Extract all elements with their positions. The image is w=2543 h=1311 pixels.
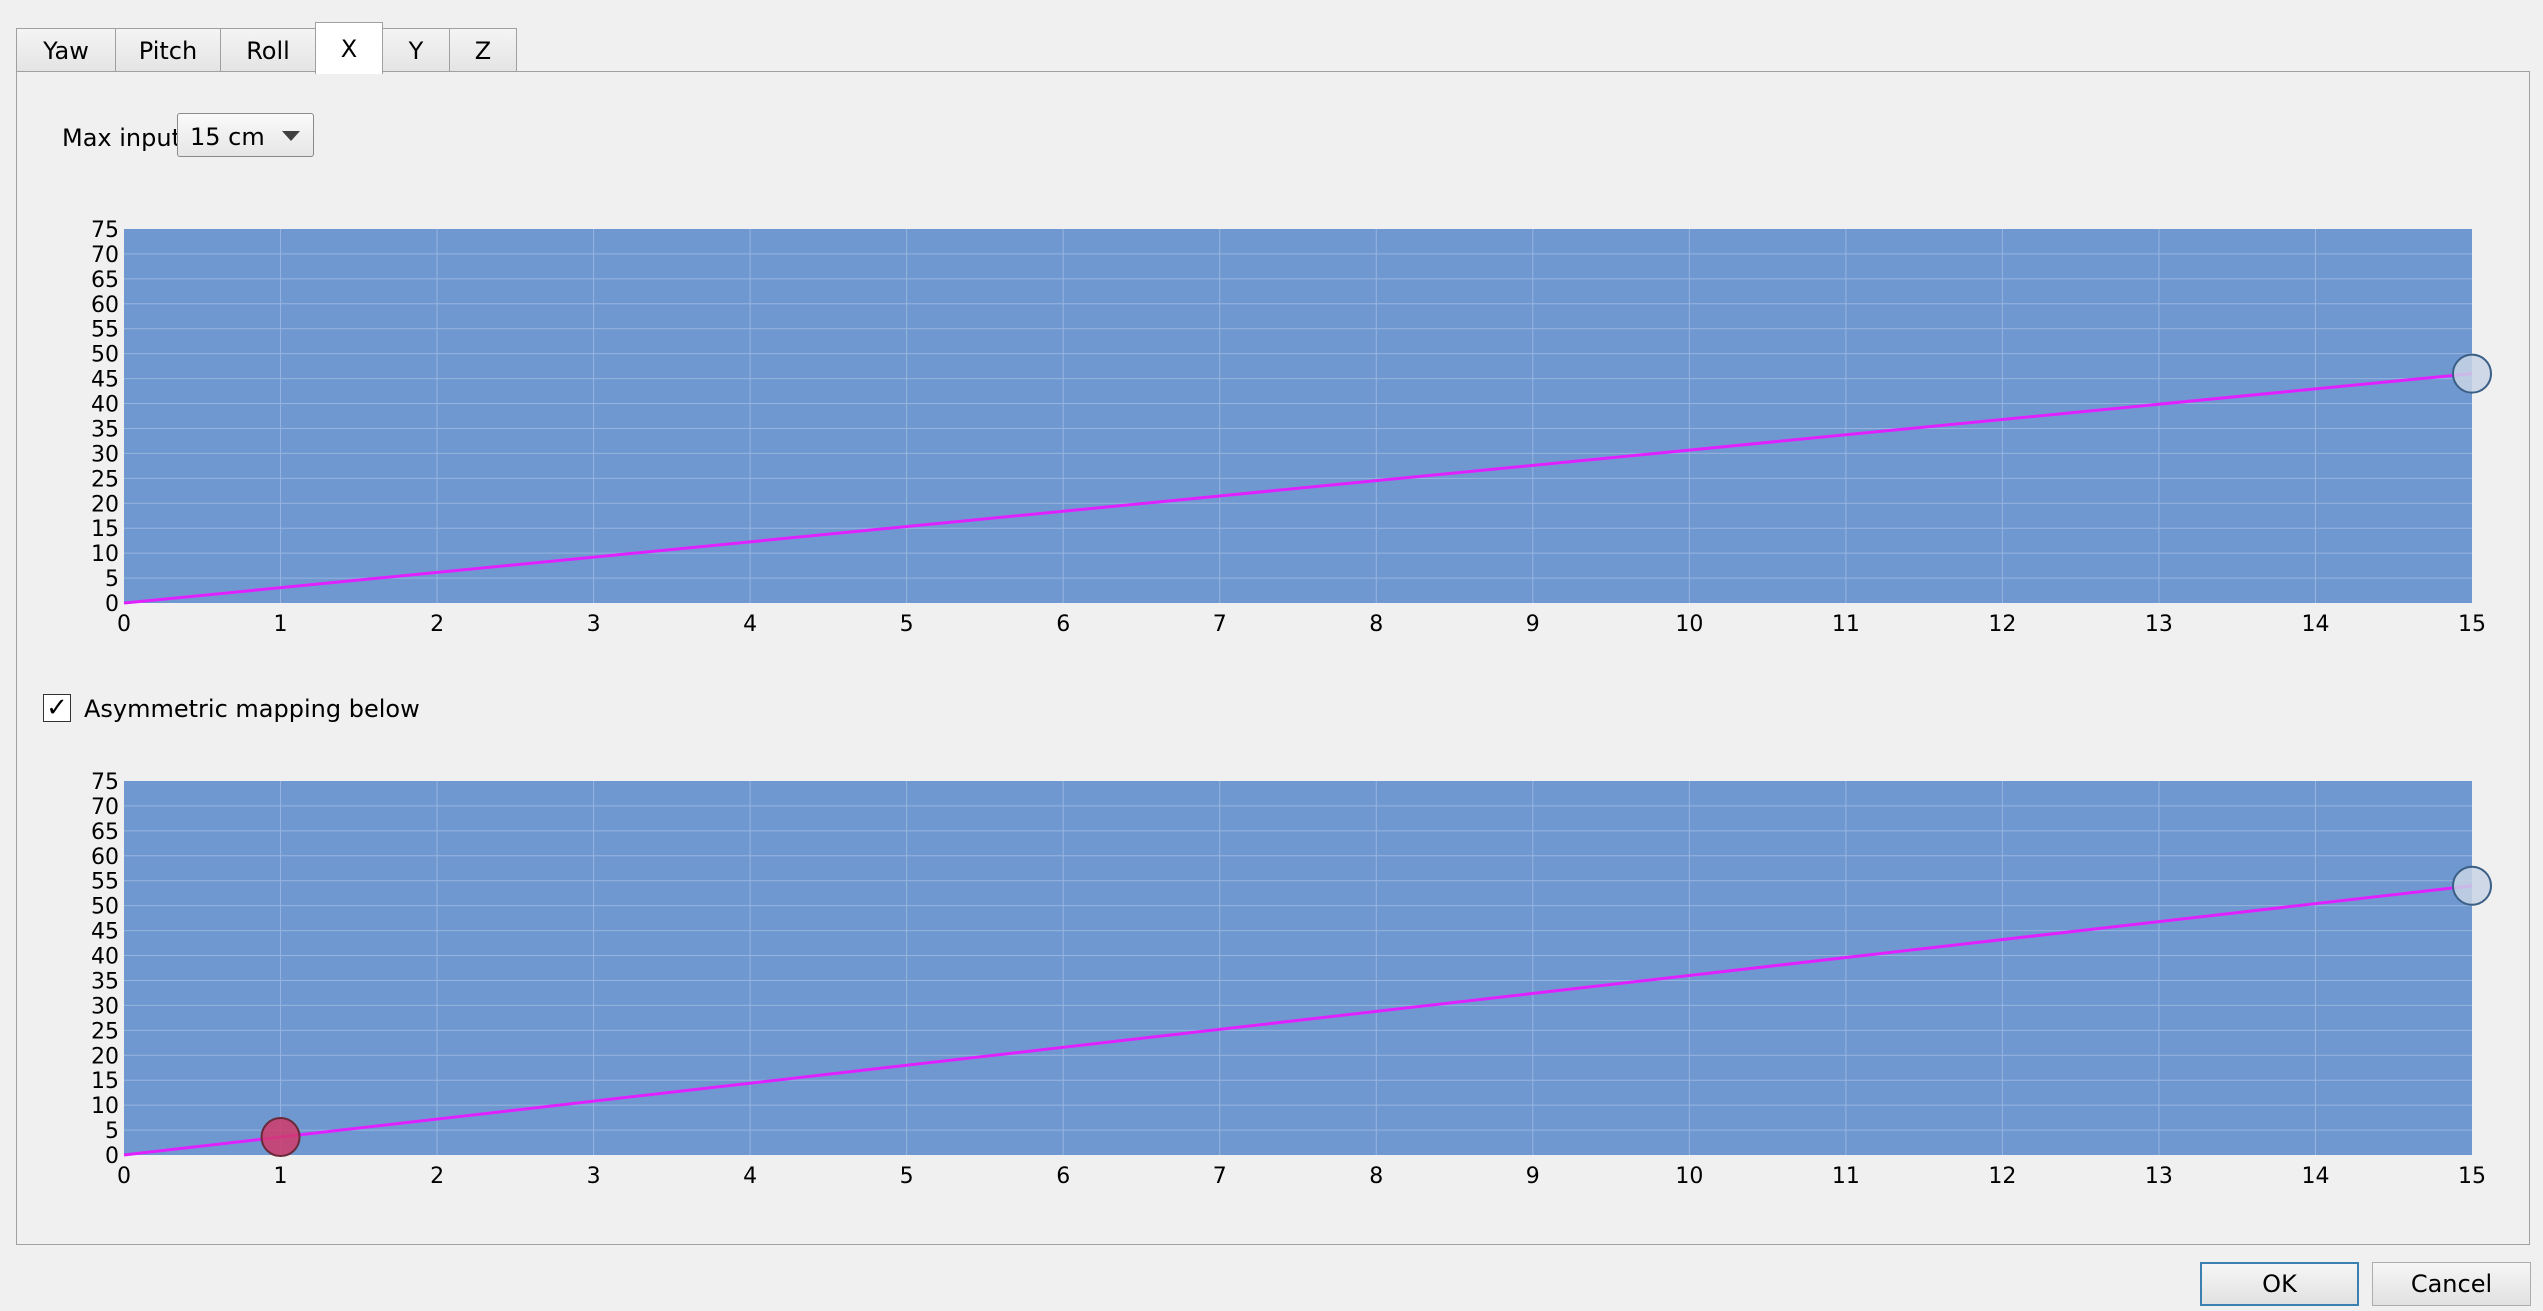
x-tick-label: 0 xyxy=(117,612,131,637)
x-tick-label: 13 xyxy=(2145,612,2173,637)
chevron-down-icon xyxy=(282,131,300,141)
y-tick-label: 60 xyxy=(91,293,119,318)
tab-pitch[interactable]: Pitch xyxy=(115,28,221,72)
cancel-button[interactable]: Cancel xyxy=(2372,1262,2531,1306)
x-tick-label: 8 xyxy=(1369,1164,1383,1189)
x-tick-label: 10 xyxy=(1675,1164,1703,1189)
y-tick-label: 40 xyxy=(91,945,119,970)
x-tick-label: 6 xyxy=(1056,612,1070,637)
x-tick-label: 7 xyxy=(1213,1164,1227,1189)
y-tick-label: 20 xyxy=(91,1044,119,1069)
x-tick-label: 15 xyxy=(2458,612,2486,637)
y-tick-label: 5 xyxy=(105,567,119,592)
y-tick-label: 45 xyxy=(91,368,119,393)
ok-button[interactable]: OK xyxy=(2200,1262,2359,1306)
curve-control-point[interactable] xyxy=(2452,353,2492,394)
y-tick-label: 10 xyxy=(91,542,119,567)
y-tick-label: 10 xyxy=(91,1094,119,1119)
x-tick-label: 10 xyxy=(1675,612,1703,637)
x-tick-label: 13 xyxy=(2145,1164,2173,1189)
y-tick-label: 70 xyxy=(91,795,119,820)
curve-control-point[interactable] xyxy=(2452,865,2492,906)
max-input-label: Max input xyxy=(62,124,181,152)
y-tick-label: 15 xyxy=(91,1069,119,1094)
x-tick-label: 9 xyxy=(1526,612,1540,637)
x-tick-label: 11 xyxy=(1832,1164,1860,1189)
tab-x[interactable]: X xyxy=(315,22,383,74)
y-tick-label: 40 xyxy=(91,393,119,418)
tab-z[interactable]: Z xyxy=(449,28,517,72)
y-tick-label: 75 xyxy=(91,770,119,795)
x-tick-label: 5 xyxy=(900,1164,914,1189)
mapping-curve-upper xyxy=(123,372,2473,605)
x-tick-label: 9 xyxy=(1526,1164,1540,1189)
x-tick-label: 8 xyxy=(1369,612,1383,637)
x-tick-label: 7 xyxy=(1213,612,1227,637)
y-tick-label: 35 xyxy=(91,417,119,442)
max-input-value: 15 cm xyxy=(190,123,265,151)
x-tick-label: 12 xyxy=(1988,612,2016,637)
plot-area-lower xyxy=(124,781,2472,1155)
y-tick-label: 35 xyxy=(91,969,119,994)
y-tick-label: 55 xyxy=(91,318,119,343)
y-tick-label: 30 xyxy=(91,442,119,467)
y-tick-label: 70 xyxy=(91,243,119,268)
x-tick-label: 5 xyxy=(900,612,914,637)
y-tick-label: 60 xyxy=(91,845,119,870)
x-tick-label: 14 xyxy=(2301,612,2329,637)
y-tick-label: 50 xyxy=(91,343,119,368)
y-tick-label: 20 xyxy=(91,492,119,517)
y-tick-label: 30 xyxy=(91,994,119,1019)
y-tick-label: 65 xyxy=(91,820,119,845)
y-tick-label: 0 xyxy=(105,592,119,617)
x-tick-label: 0 xyxy=(117,1164,131,1189)
curve-control-point[interactable] xyxy=(260,1117,301,1158)
x-tick-label: 14 xyxy=(2301,1164,2329,1189)
tab-yaw[interactable]: Yaw xyxy=(16,28,116,72)
x-tick-label: 4 xyxy=(743,612,757,637)
y-tick-label: 55 xyxy=(91,870,119,895)
x-tick-label: 4 xyxy=(743,1164,757,1189)
y-tick-label: 50 xyxy=(91,895,119,920)
y-tick-label: 75 xyxy=(91,218,119,243)
y-tick-label: 65 xyxy=(91,268,119,293)
asymmetric-mapping-checkbox[interactable]: ✓ xyxy=(43,694,71,722)
asymmetric-mapping-label: Asymmetric mapping below xyxy=(84,695,420,723)
x-tick-label: 6 xyxy=(1056,1164,1070,1189)
x-tick-label: 1 xyxy=(274,612,288,637)
max-input-dropdown[interactable]: 15 cm xyxy=(177,113,314,157)
y-tick-label: 5 xyxy=(105,1119,119,1144)
y-tick-label: 45 xyxy=(91,920,119,945)
x-tick-label: 12 xyxy=(1988,1164,2016,1189)
y-tick-label: 0 xyxy=(105,1144,119,1169)
y-tick-label: 25 xyxy=(91,1019,119,1044)
x-tick-label: 15 xyxy=(2458,1164,2486,1189)
x-tick-label: 2 xyxy=(430,1164,444,1189)
x-tick-label: 11 xyxy=(1832,612,1860,637)
y-tick-label: 25 xyxy=(91,467,119,492)
y-tick-label: 15 xyxy=(91,517,119,542)
plot-area-upper xyxy=(124,229,2472,603)
x-tick-label: 3 xyxy=(587,612,601,637)
x-tick-label: 3 xyxy=(587,1164,601,1189)
x-tick-label: 1 xyxy=(274,1164,288,1189)
x-tick-label: 2 xyxy=(430,612,444,637)
